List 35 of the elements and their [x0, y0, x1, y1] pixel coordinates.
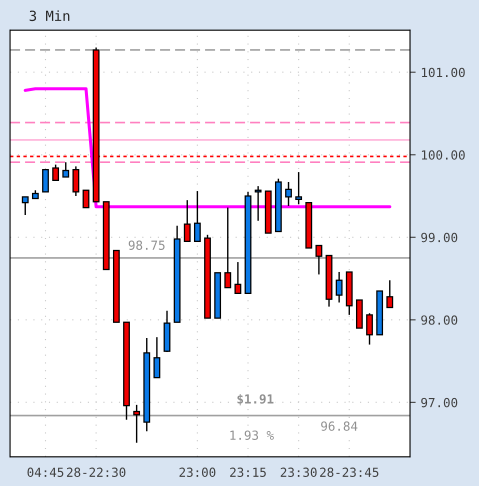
- x-tick-label: 23:15: [230, 468, 266, 477]
- candlestick: [254, 185, 262, 222]
- candlestick: [133, 404, 140, 444]
- y-tick-label: 98.00: [421, 315, 458, 325]
- candlestick: [336, 271, 343, 304]
- chart-title: 3 Min: [30, 10, 70, 22]
- candlestick: [194, 190, 201, 242]
- candlestick: [72, 166, 80, 197]
- candlestick: [42, 168, 49, 193]
- candlestick: [224, 206, 232, 288]
- x-tick-label: 28-23:45: [320, 468, 378, 477]
- ref-line-label: 98.75: [128, 240, 165, 250]
- candlestick: [153, 336, 160, 378]
- candlestick: [295, 171, 302, 205]
- x-tick-label: 28-22:30: [66, 468, 126, 477]
- candlestick: [52, 164, 60, 182]
- x-tick-label: 23:30: [280, 468, 317, 477]
- candlestick: [22, 196, 29, 216]
- candlestick: [285, 181, 292, 207]
- y-tick-label: 97.00: [421, 398, 458, 408]
- candlestick: [62, 161, 70, 178]
- candlestick: [366, 312, 373, 346]
- candlestick: [315, 244, 322, 276]
- ref-line-label: 96.84: [321, 421, 358, 431]
- candlestick: [184, 199, 191, 242]
- y-tick-label: 101.00: [422, 68, 465, 78]
- y-tick-label: 99.00: [421, 232, 458, 242]
- candlestick: [386, 280, 394, 308]
- candlestick: [234, 261, 242, 294]
- annotation: 1.93 %: [230, 430, 274, 440]
- x-tick-label: 04:45: [28, 468, 64, 477]
- annotation: $1.91: [237, 394, 274, 406]
- x-tick-label: 23:00: [180, 468, 216, 477]
- candlestick: [82, 190, 90, 208]
- y-tick-label: 100.00: [422, 150, 465, 160]
